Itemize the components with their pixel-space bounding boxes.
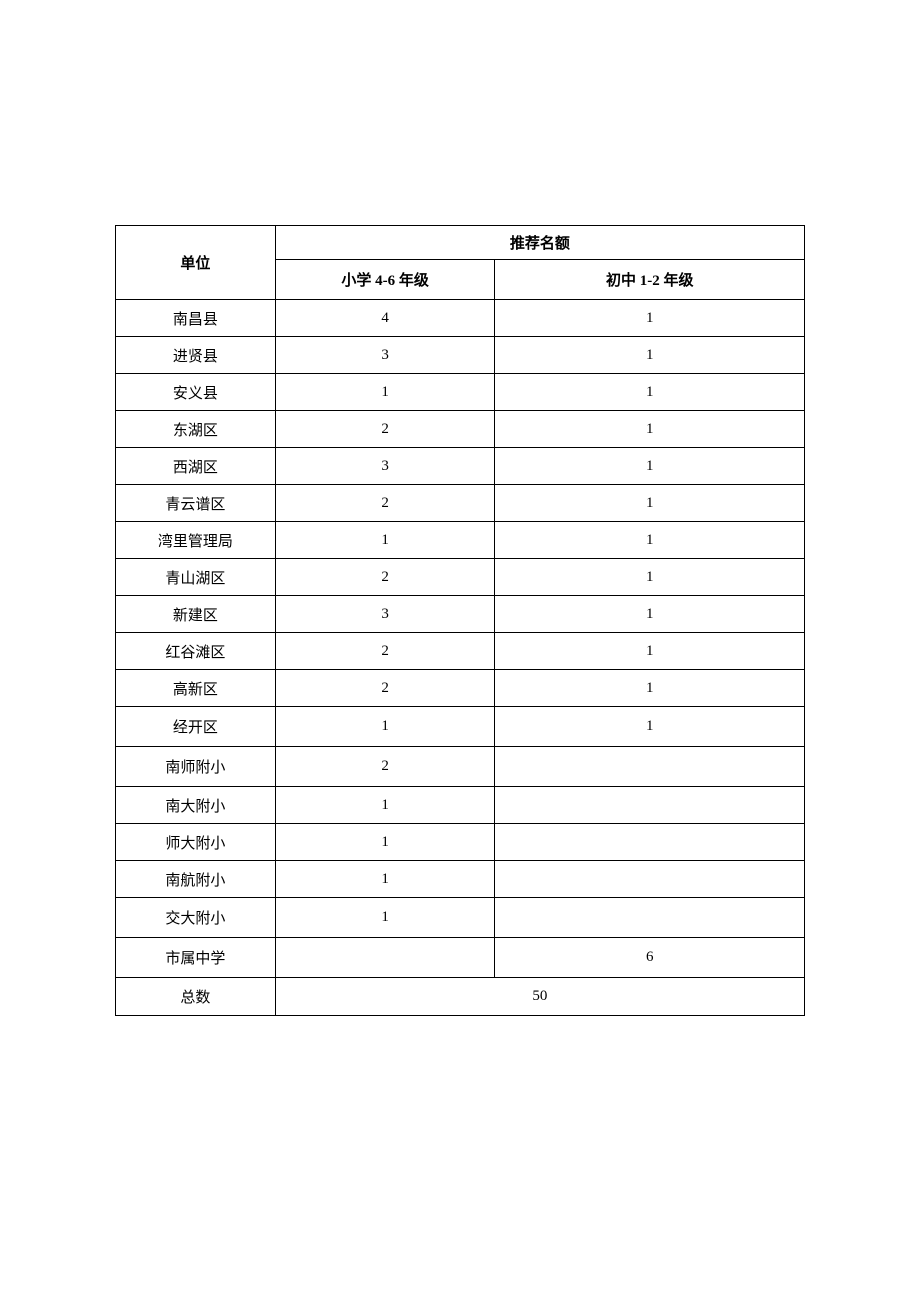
cell-elementary: 2 (275, 633, 495, 670)
table-row: 南昌县 4 1 (116, 300, 805, 337)
cell-unit: 红谷滩区 (116, 633, 276, 670)
cell-middle (495, 824, 805, 861)
cell-elementary: 2 (275, 670, 495, 707)
cell-elementary: 3 (275, 337, 495, 374)
cell-unit: 南师附小 (116, 747, 276, 787)
table-row: 湾里管理局 1 1 (116, 522, 805, 559)
quota-table-container: 单位 推荐名额 小学 4-6 年级 初中 1-2 年级 南昌县 4 1 进贤县 … (115, 225, 805, 1016)
cell-elementary: 2 (275, 411, 495, 448)
cell-elementary: 1 (275, 787, 495, 824)
cell-elementary: 3 (275, 596, 495, 633)
table-header: 单位 推荐名额 小学 4-6 年级 初中 1-2 年级 (116, 226, 805, 300)
cell-unit: 青山湖区 (116, 559, 276, 596)
cell-unit: 南航附小 (116, 861, 276, 898)
table-row: 东湖区 2 1 (116, 411, 805, 448)
cell-middle: 1 (495, 448, 805, 485)
cell-middle (495, 861, 805, 898)
table-row: 南师附小 2 (116, 747, 805, 787)
header-unit: 单位 (116, 226, 276, 300)
cell-middle: 1 (495, 522, 805, 559)
table-row: 新建区 3 1 (116, 596, 805, 633)
header-quota: 推荐名额 (275, 226, 804, 260)
total-value: 50 (275, 978, 804, 1016)
cell-unit: 高新区 (116, 670, 276, 707)
cell-middle: 6 (495, 938, 805, 978)
table-body: 南昌县 4 1 进贤县 3 1 安义县 1 1 东湖区 2 1 西湖区 3 (116, 300, 805, 1016)
table-row: 高新区 2 1 (116, 670, 805, 707)
cell-unit: 西湖区 (116, 448, 276, 485)
cell-middle: 1 (495, 596, 805, 633)
cell-middle: 1 (495, 670, 805, 707)
cell-elementary: 2 (275, 485, 495, 522)
cell-unit: 经开区 (116, 707, 276, 747)
table-row: 南大附小 1 (116, 787, 805, 824)
table-row: 青云谱区 2 1 (116, 485, 805, 522)
cell-middle: 1 (495, 337, 805, 374)
cell-elementary: 2 (275, 559, 495, 596)
cell-elementary: 1 (275, 707, 495, 747)
table-row: 安义县 1 1 (116, 374, 805, 411)
cell-unit: 南昌县 (116, 300, 276, 337)
cell-elementary: 1 (275, 861, 495, 898)
cell-unit: 交大附小 (116, 898, 276, 938)
table-row: 红谷滩区 2 1 (116, 633, 805, 670)
total-label: 总数 (116, 978, 276, 1016)
table-row: 青山湖区 2 1 (116, 559, 805, 596)
table-row: 市属中学 6 (116, 938, 805, 978)
table-row: 经开区 1 1 (116, 707, 805, 747)
table-row: 师大附小 1 (116, 824, 805, 861)
cell-unit: 新建区 (116, 596, 276, 633)
cell-elementary: 4 (275, 300, 495, 337)
cell-elementary: 1 (275, 898, 495, 938)
cell-unit: 市属中学 (116, 938, 276, 978)
table-row: 西湖区 3 1 (116, 448, 805, 485)
table-row: 南航附小 1 (116, 861, 805, 898)
cell-middle: 1 (495, 374, 805, 411)
cell-elementary: 1 (275, 374, 495, 411)
cell-middle: 1 (495, 633, 805, 670)
quota-table: 单位 推荐名额 小学 4-6 年级 初中 1-2 年级 南昌县 4 1 进贤县 … (115, 225, 805, 1016)
cell-elementary: 3 (275, 448, 495, 485)
cell-middle: 1 (495, 300, 805, 337)
cell-unit: 南大附小 (116, 787, 276, 824)
table-row: 进贤县 3 1 (116, 337, 805, 374)
table-row: 交大附小 1 (116, 898, 805, 938)
cell-middle: 1 (495, 485, 805, 522)
cell-elementary (275, 938, 495, 978)
cell-middle (495, 747, 805, 787)
cell-middle (495, 898, 805, 938)
header-row-1: 单位 推荐名额 (116, 226, 805, 260)
header-elementary: 小学 4-6 年级 (275, 260, 495, 300)
cell-elementary: 1 (275, 522, 495, 559)
cell-middle: 1 (495, 707, 805, 747)
cell-unit: 青云谱区 (116, 485, 276, 522)
cell-elementary: 2 (275, 747, 495, 787)
cell-unit: 湾里管理局 (116, 522, 276, 559)
cell-unit: 师大附小 (116, 824, 276, 861)
total-row: 总数 50 (116, 978, 805, 1016)
cell-unit: 东湖区 (116, 411, 276, 448)
cell-unit: 进贤县 (116, 337, 276, 374)
cell-middle (495, 787, 805, 824)
header-middle: 初中 1-2 年级 (495, 260, 805, 300)
cell-middle: 1 (495, 411, 805, 448)
cell-middle: 1 (495, 559, 805, 596)
cell-unit: 安义县 (116, 374, 276, 411)
cell-elementary: 1 (275, 824, 495, 861)
